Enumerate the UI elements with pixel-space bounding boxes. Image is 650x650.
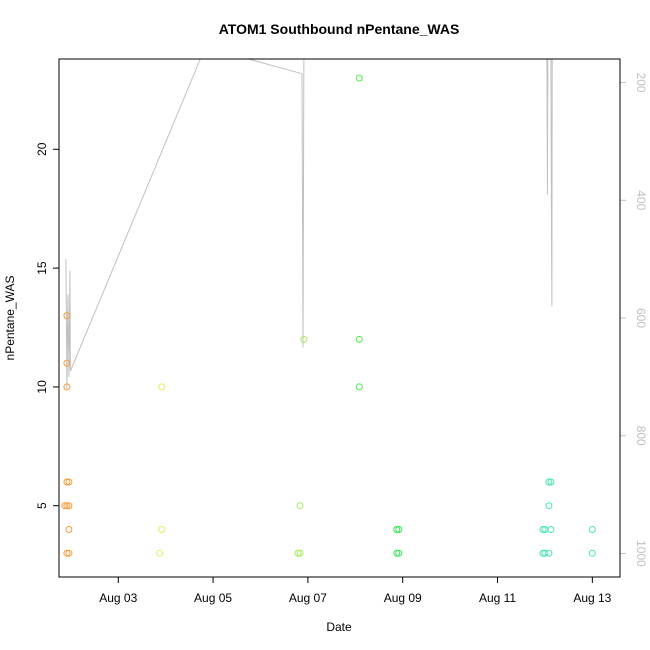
y2-tick-label: 400 bbox=[634, 190, 648, 210]
data-point bbox=[65, 478, 73, 486]
series-line bbox=[65, 59, 553, 389]
data-point bbox=[545, 549, 553, 557]
x-tick-label: Aug 11 bbox=[479, 591, 516, 605]
y2-tick-label: 1000 bbox=[634, 540, 648, 567]
data-point bbox=[545, 502, 553, 510]
y2-tick-label: 600 bbox=[634, 308, 648, 328]
axes-layer: Aug 03 Aug 05 Aug 07 Aug 09 Aug 11 Aug 13 5 10 1… bbox=[35, 73, 648, 605]
y-tick-label: 10 bbox=[35, 380, 49, 394]
data-point bbox=[395, 549, 403, 557]
data-point bbox=[61, 502, 69, 510]
line-layer bbox=[65, 59, 553, 389]
data-point bbox=[156, 549, 164, 557]
data-point bbox=[539, 526, 547, 533]
y-tick-label: 15 bbox=[35, 261, 49, 275]
data-point bbox=[547, 526, 555, 533]
data-point bbox=[355, 383, 363, 391]
y2-tick-label: 200 bbox=[634, 73, 648, 93]
data-point bbox=[547, 478, 555, 486]
data-point bbox=[300, 335, 308, 343]
data-point bbox=[65, 502, 73, 510]
data-point bbox=[63, 312, 71, 320]
x-axis-label: Date bbox=[326, 620, 352, 634]
x-tick-label: Aug 09 bbox=[384, 591, 422, 605]
data-point bbox=[541, 549, 549, 557]
data-point bbox=[63, 383, 71, 391]
data-point bbox=[63, 502, 71, 510]
data-point bbox=[545, 478, 553, 486]
x-tick-label: Aug 13 bbox=[573, 591, 611, 605]
data-point bbox=[395, 526, 403, 533]
data-point bbox=[158, 526, 166, 533]
data-point bbox=[63, 359, 71, 367]
data-point bbox=[65, 549, 73, 557]
data-point bbox=[294, 549, 302, 557]
data-point bbox=[588, 549, 596, 557]
x-tick-label: Aug 05 bbox=[194, 591, 232, 605]
data-point bbox=[393, 549, 401, 557]
data-point bbox=[296, 502, 304, 510]
data-point bbox=[65, 526, 73, 533]
data-point bbox=[296, 549, 304, 557]
data-point bbox=[393, 526, 401, 533]
points-layer bbox=[61, 74, 596, 557]
y-tick-label: 5 bbox=[35, 502, 49, 509]
data-point bbox=[158, 383, 166, 391]
x-tick-label: Aug 07 bbox=[289, 591, 327, 605]
chart-title: ATOM1 Southbound nPentane_WAS bbox=[219, 21, 460, 37]
data-point bbox=[63, 549, 71, 557]
data-point bbox=[588, 526, 596, 533]
x-tick-label: Aug 03 bbox=[99, 591, 137, 605]
data-point bbox=[63, 478, 71, 486]
y-axis-label: nPentane_WAS bbox=[3, 276, 17, 361]
y2-tick-label: 800 bbox=[634, 426, 648, 446]
plot-frame bbox=[58, 58, 621, 578]
y-tick-label: 20 bbox=[35, 142, 49, 156]
data-point bbox=[355, 335, 363, 343]
data-point bbox=[355, 74, 363, 82]
